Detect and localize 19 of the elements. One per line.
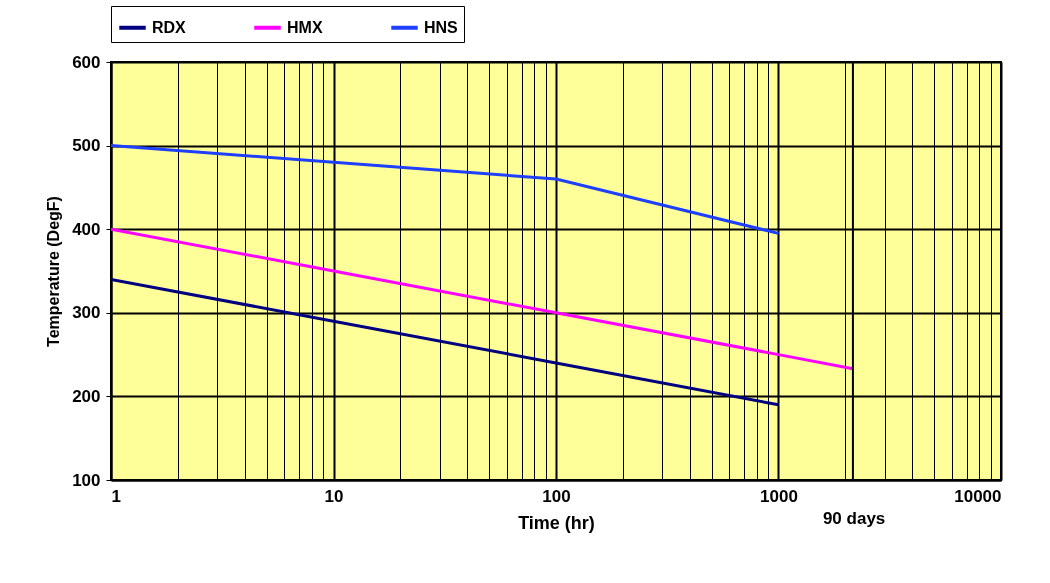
line-series [111, 144, 780, 235]
legend-label: HNS [424, 18, 459, 36]
y-tick-label: 100 [72, 470, 101, 490]
legend-label: RDX [152, 18, 187, 36]
ref-line-label: 90 days [822, 509, 886, 528]
x-tick-label: 1000 [760, 486, 798, 506]
y-tick-label: 600 [72, 52, 101, 72]
y-tick-label: 500 [72, 136, 101, 156]
x-tick-label: 10000 [954, 486, 1002, 506]
line-series [111, 277, 780, 407]
x-tick-label: 1 [111, 486, 121, 506]
legend-label: HMX [287, 18, 323, 36]
x-tick-label: 10 [324, 486, 344, 506]
x-axis-title: Time (hr) [518, 512, 595, 533]
y-tick-label: 300 [72, 303, 101, 323]
x-tick-label: 100 [542, 486, 571, 506]
y-tick-label: 400 [72, 219, 101, 239]
y-axis-title: Temperature (DegF) [45, 196, 63, 347]
y-tick-label: 200 [72, 386, 101, 406]
